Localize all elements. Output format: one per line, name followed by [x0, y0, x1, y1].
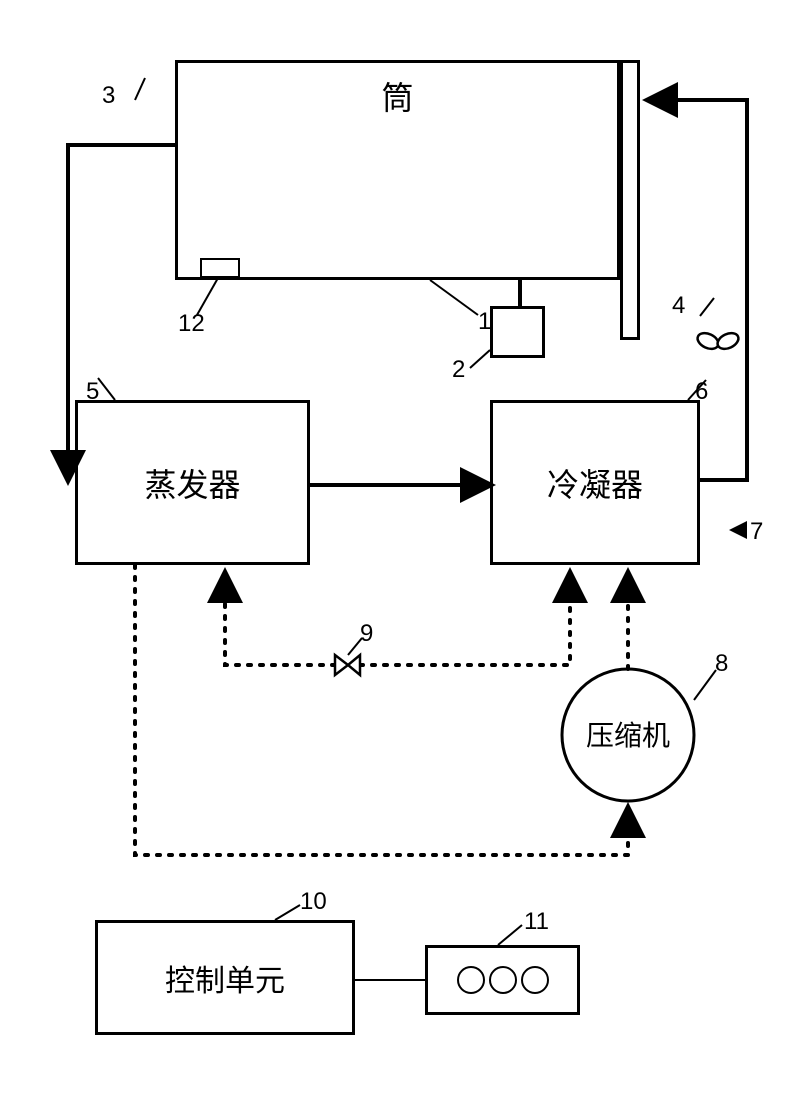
- num-5: 5: [86, 378, 99, 406]
- drum-strip-box: [620, 60, 640, 340]
- num-4: 4: [672, 292, 685, 320]
- leader-10: [275, 905, 300, 920]
- dotted-loop: [135, 565, 628, 855]
- leader-8: [694, 670, 716, 700]
- control-unit-box: 控制单元: [95, 920, 355, 1035]
- num-3: 3: [102, 82, 115, 110]
- leader-11: [498, 925, 522, 945]
- diagram-canvas: 筒 蒸发器 冷凝器 控制单元: [0, 0, 800, 1113]
- num-7: 7: [750, 518, 763, 546]
- condenser-label: 冷凝器: [547, 460, 643, 506]
- compressor-label: 压缩机: [586, 720, 670, 752]
- panel-dot-icon: [489, 966, 517, 994]
- dotted-valve-right: [360, 573, 570, 665]
- valve-icon: [335, 655, 360, 675]
- leader-5: [98, 378, 115, 400]
- fan-icon: [695, 318, 741, 369]
- evaporator-label: 蒸发器: [144, 460, 240, 506]
- num-8: 8: [715, 650, 728, 678]
- leader-4: [700, 298, 714, 316]
- evaporator-box: 蒸发器: [75, 400, 310, 565]
- drum-box: 筒: [175, 60, 620, 280]
- num-1: 1: [478, 308, 491, 336]
- panel-box: [425, 945, 580, 1015]
- num-9: 9: [360, 620, 373, 648]
- num-10: 10: [300, 888, 327, 916]
- compressor-circle: [562, 669, 694, 801]
- leader-2: [470, 350, 490, 368]
- drum-label: 筒: [381, 73, 413, 119]
- leader-1: [430, 280, 478, 315]
- dotted-valve-left: [225, 573, 335, 665]
- panel-dot-icon: [521, 966, 549, 994]
- motor-box: [490, 306, 545, 358]
- num-12: 12: [178, 310, 205, 338]
- num-2: 2: [452, 356, 465, 384]
- num-6: 6: [695, 378, 708, 406]
- sensor-12-box: [200, 258, 240, 278]
- panel-dot-icon: [457, 966, 485, 994]
- num-11: 11: [524, 908, 549, 936]
- control-unit-label: 控制单元: [165, 956, 285, 1000]
- leader-3: [135, 78, 145, 100]
- condenser-box: 冷凝器: [490, 400, 700, 565]
